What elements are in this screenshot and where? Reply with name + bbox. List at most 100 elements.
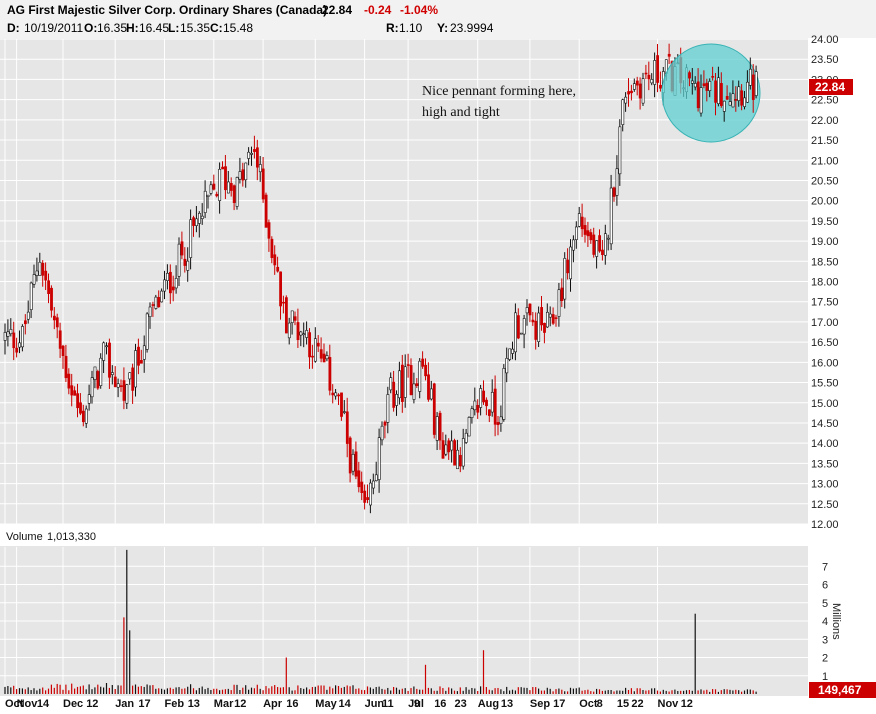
candle-body — [198, 212, 201, 224]
candle-body — [717, 77, 720, 104]
candle-body — [166, 272, 169, 281]
candle-body — [189, 219, 193, 258]
candle-body — [203, 190, 207, 213]
price-tick-label: 18.50 — [811, 256, 839, 268]
candle-body — [551, 314, 555, 324]
candle-body — [44, 270, 48, 281]
candle-body — [206, 194, 210, 197]
candle-body — [235, 177, 239, 207]
candle-body — [264, 194, 268, 228]
candle-body — [137, 346, 140, 366]
last-volume-badge-text: 149,467 — [818, 683, 862, 697]
candle-body — [508, 348, 512, 360]
time-tick-label: Nov — [658, 698, 680, 710]
candle-body — [180, 241, 184, 256]
candle-body — [296, 322, 300, 340]
chart-header: AG First Majestic Silver Corp. Ordinary … — [0, 0, 876, 38]
price-tick-label: 13.50 — [811, 458, 839, 470]
candle-body — [29, 282, 33, 310]
candle-body — [389, 377, 393, 391]
price-tick-label: 16.00 — [811, 357, 839, 369]
close-label: C: — [210, 21, 223, 35]
candle-body — [696, 81, 700, 109]
price-tick-label: 14.00 — [811, 438, 839, 450]
price-tick-label: 14.50 — [811, 418, 839, 430]
candle-body — [569, 246, 573, 280]
candle-body — [26, 311, 30, 320]
candle-body — [496, 422, 500, 426]
time-tick-label: 16 — [434, 698, 446, 710]
last-volume-badge — [809, 682, 876, 698]
candle-body — [740, 90, 744, 106]
candle-body — [302, 333, 306, 336]
candle-body — [267, 222, 271, 239]
candle-body — [543, 322, 546, 333]
price-tick-label: 21.00 — [811, 155, 839, 167]
candle-body — [52, 315, 56, 321]
volume-tick-label: 4 — [822, 616, 828, 628]
candle-body — [290, 310, 294, 323]
candle-body — [21, 326, 24, 348]
candle-body — [485, 399, 488, 407]
candle-body — [70, 385, 74, 396]
candle-body — [247, 151, 251, 159]
candle-body — [35, 270, 39, 276]
candle-body — [215, 193, 219, 197]
candle-body — [476, 405, 480, 413]
candle-body — [169, 271, 172, 294]
candle-body — [638, 83, 642, 99]
volume-tick-label: 7 — [822, 561, 828, 573]
volume-tick-label: 5 — [822, 598, 828, 610]
time-tick-label: 22 — [631, 698, 643, 710]
candle-body — [366, 497, 370, 500]
candle-body — [116, 383, 120, 388]
candle-body — [171, 286, 175, 291]
candle-body — [282, 301, 285, 304]
candle-body — [371, 480, 375, 489]
candle-body — [328, 357, 332, 391]
candle-body — [334, 392, 338, 397]
candle-body — [61, 345, 65, 356]
candle-body — [528, 303, 532, 316]
candle-body — [12, 332, 16, 349]
candle-body — [725, 96, 729, 100]
candle-body — [534, 320, 538, 340]
candle-body — [502, 368, 506, 420]
candle-body — [76, 393, 80, 409]
candle-body — [151, 304, 155, 306]
candle-body — [58, 330, 62, 349]
candle-body — [125, 384, 129, 404]
time-tick-label: Oct — [5, 698, 24, 710]
candle-body — [577, 213, 581, 227]
candle-body — [644, 72, 648, 75]
candle-body — [435, 416, 439, 441]
candle-body — [255, 147, 259, 168]
candle-body — [493, 388, 497, 425]
candle-body — [522, 318, 526, 335]
candle-body — [157, 297, 161, 308]
time-tick-label: 11 — [382, 698, 394, 710]
time-tick-label: 12 — [86, 698, 98, 710]
candle-body — [540, 307, 544, 326]
candle-body — [212, 183, 216, 190]
candle-body — [360, 481, 364, 494]
price-tick-label: 19.00 — [811, 236, 839, 248]
candle-body — [73, 390, 77, 396]
time-tick-label: Oct — [579, 698, 598, 710]
panel-separator — [0, 524, 876, 546]
candle-body — [67, 373, 71, 389]
candle-body — [479, 388, 483, 408]
candle-body — [731, 93, 735, 108]
candle-body — [653, 60, 657, 85]
candle-body — [450, 440, 454, 451]
time-tick-label: Apr — [263, 698, 283, 710]
candle-body — [746, 81, 749, 103]
candle-body — [163, 279, 167, 292]
price-tick-label: 20.50 — [811, 175, 839, 187]
candle-body — [589, 232, 593, 241]
time-tick-label: 12 — [234, 698, 246, 710]
candle-body — [325, 355, 329, 360]
candle-body — [238, 171, 242, 180]
candle-body — [316, 342, 320, 347]
